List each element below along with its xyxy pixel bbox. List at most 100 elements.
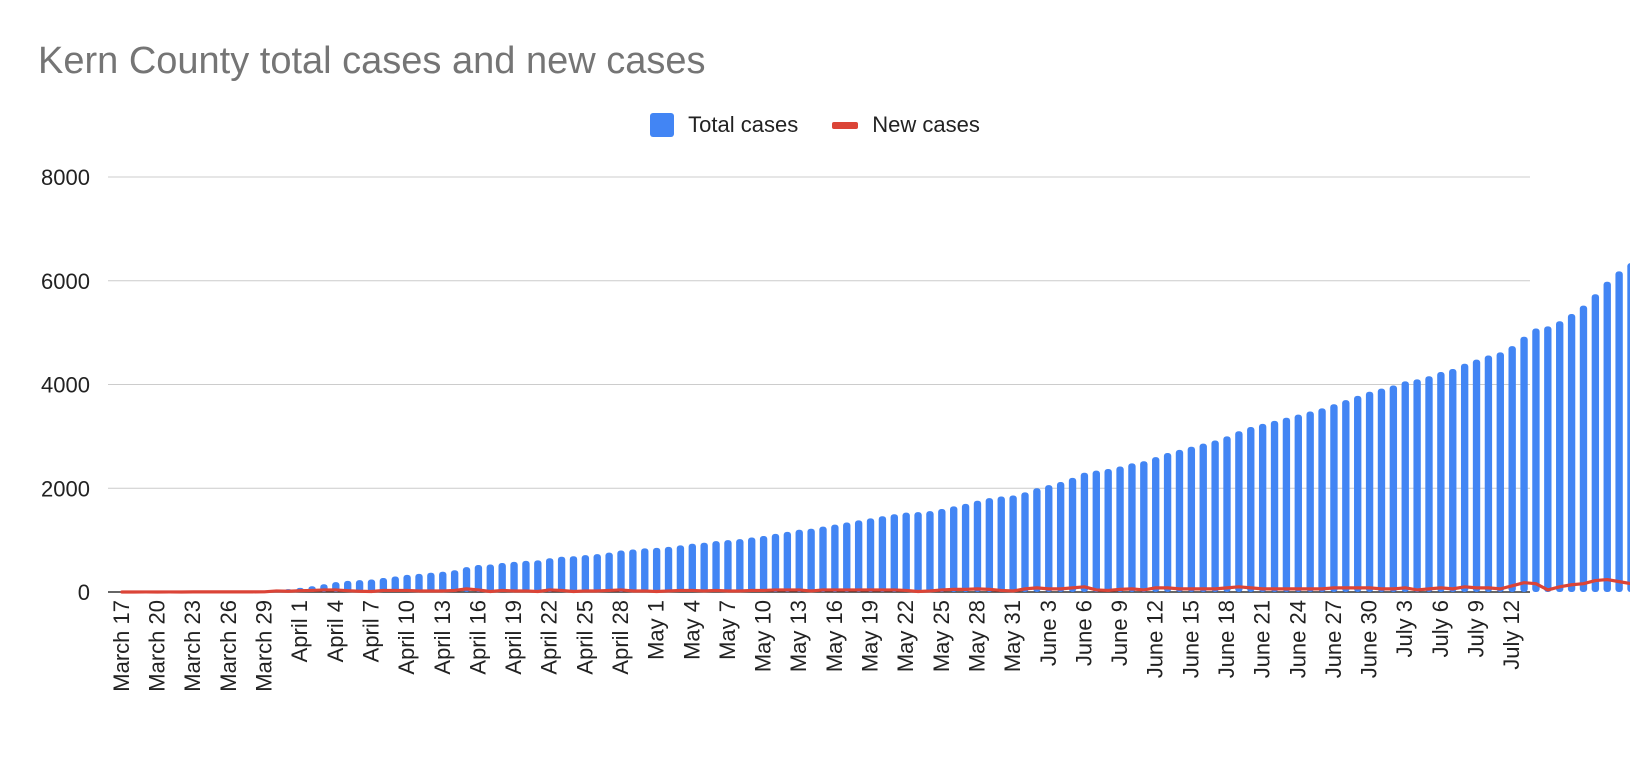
x-tick-label: March 29 xyxy=(252,600,277,692)
x-tick-label: June 6 xyxy=(1071,600,1096,666)
line-new-cases xyxy=(120,577,1630,594)
bar-total-cases xyxy=(807,528,815,592)
bar-total-cases xyxy=(1460,363,1469,592)
x-tick-label: April 7 xyxy=(358,600,383,662)
bar-total-cases xyxy=(1104,469,1112,592)
y-tick-label: 0 xyxy=(78,580,90,605)
x-tick-label: June 27 xyxy=(1321,600,1346,678)
bar-total-cases xyxy=(522,560,530,592)
bar-total-cases xyxy=(1056,482,1065,592)
bar-total-cases xyxy=(1377,388,1386,592)
bar-total-cases xyxy=(664,546,673,592)
bar-total-cases xyxy=(1342,400,1350,592)
chart-legend: Total cases New cases xyxy=(0,112,1630,138)
bar-total-cases xyxy=(831,524,839,592)
bar-total-cases xyxy=(581,555,590,592)
x-tick-label: April 13 xyxy=(430,600,455,675)
bar-total-cases xyxy=(926,511,934,592)
x-tick-label: June 21 xyxy=(1250,600,1275,678)
x-tick-label: May 13 xyxy=(786,600,811,672)
bar-total-cases xyxy=(724,540,732,592)
bar-total-cases xyxy=(1520,336,1528,592)
bar-total-cases xyxy=(1116,466,1124,592)
bar-total-cases xyxy=(819,526,827,592)
bar-total-cases xyxy=(973,500,982,592)
bar-total-cases xyxy=(1033,488,1041,592)
bar-total-cases xyxy=(854,520,863,592)
x-tick-label: July 12 xyxy=(1499,600,1524,670)
bar-total-cases xyxy=(486,564,494,592)
bar-total-cases xyxy=(1235,431,1243,592)
bar-total-cases xyxy=(439,571,447,592)
bar-total-cases xyxy=(1211,440,1219,592)
bar-total-cases xyxy=(1163,452,1172,592)
chart-title: Kern County total cases and new cases xyxy=(38,40,706,82)
bar-total-cases xyxy=(450,570,459,592)
bar-total-cases xyxy=(1187,446,1196,592)
x-tick-label: April 28 xyxy=(608,600,633,675)
x-tick-label: April 10 xyxy=(394,600,419,675)
bar-total-cases xyxy=(415,573,423,592)
x-tick-label: July 9 xyxy=(1464,600,1489,657)
bar-total-cases xyxy=(510,561,518,592)
legend-label-new-cases: New cases xyxy=(872,112,980,137)
bar-total-cases xyxy=(985,498,994,592)
x-tick-label: April 19 xyxy=(501,600,526,675)
x-tick-label: April 22 xyxy=(537,600,562,675)
bar-total-cases xyxy=(1389,385,1398,592)
bar-total-cases xyxy=(1591,294,1600,592)
bar-total-cases xyxy=(462,567,471,592)
x-tick-label: May 28 xyxy=(964,600,989,672)
bar-total-cases xyxy=(391,576,399,592)
y-tick-label: 4000 xyxy=(41,373,90,398)
x-tick-label: March 17 xyxy=(109,600,134,692)
bar-total-cases xyxy=(783,531,792,592)
x-tick-label: April 16 xyxy=(465,600,490,675)
x-tick-label: March 23 xyxy=(180,600,205,692)
bar-total-cases xyxy=(1270,420,1279,592)
bar-total-cases xyxy=(534,560,542,592)
bar-total-cases xyxy=(403,574,411,592)
y-tick-label: 8000 xyxy=(41,165,90,190)
bar-total-cases xyxy=(914,512,922,592)
bar-total-cases xyxy=(866,518,875,592)
legend-item-new-cases[interactable]: New cases xyxy=(832,112,980,138)
x-tick-label: May 25 xyxy=(929,600,954,672)
bar-total-cases xyxy=(997,496,1005,592)
bar-total-cases xyxy=(1092,470,1100,592)
bar-total-cases xyxy=(688,543,696,592)
bar-total-cases xyxy=(712,541,720,592)
bar-total-cases xyxy=(1009,495,1017,592)
bar-total-cases xyxy=(1603,281,1611,592)
bar-total-cases xyxy=(1306,411,1314,592)
bar-total-cases xyxy=(1175,449,1184,592)
x-tick-label: June 24 xyxy=(1285,600,1310,678)
bar-total-cases xyxy=(1567,313,1576,592)
legend-item-total-cases[interactable]: Total cases xyxy=(650,112,798,138)
bar-total-cases xyxy=(700,542,708,592)
bar-total-cases xyxy=(676,545,685,592)
x-tick-label: April 4 xyxy=(323,600,348,662)
bar-total-cases xyxy=(1247,427,1255,592)
bar-total-cases xyxy=(1318,408,1326,592)
bar-total-cases xyxy=(890,514,898,592)
bar-total-cases xyxy=(1615,271,1623,592)
bar-total-cases xyxy=(1496,352,1504,592)
bar-total-cases xyxy=(617,550,625,592)
bar-total-cases xyxy=(759,535,768,592)
bar-total-cases xyxy=(1425,376,1433,592)
bar-total-cases xyxy=(379,577,388,592)
bar-total-cases xyxy=(641,548,649,592)
bar-total-cases xyxy=(1472,359,1481,592)
bar-total-cases xyxy=(1140,461,1148,592)
x-tick-label: March 20 xyxy=(145,600,170,692)
legend-label-total-cases: Total cases xyxy=(688,112,799,137)
bar-total-cases xyxy=(1354,395,1362,592)
bar-total-cases xyxy=(1579,305,1588,592)
bar-total-cases xyxy=(736,539,744,592)
bar-total-cases xyxy=(1080,472,1089,592)
bar-total-cases xyxy=(1128,463,1136,592)
bar-total-cases xyxy=(961,503,970,592)
bar-total-cases xyxy=(1627,263,1630,592)
